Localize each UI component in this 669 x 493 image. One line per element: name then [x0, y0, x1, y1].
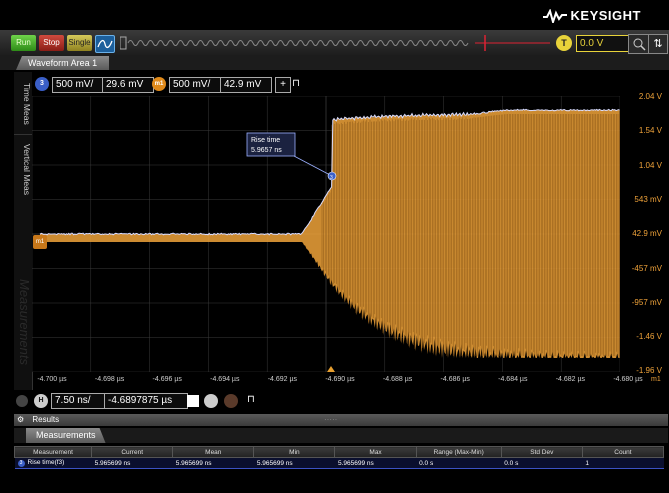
annotation-value: 5.9657 ns	[251, 147, 282, 154]
channel-badge[interactable]: 3	[35, 77, 49, 91]
marker-badge: 3	[330, 175, 333, 181]
column-header[interactable]: Current	[92, 447, 173, 458]
results-tab-row	[14, 428, 668, 443]
time-tick-label: -4.690 µs	[325, 376, 354, 383]
results-label: Results	[32, 415, 59, 424]
brand-logo: KEYSIGHT	[543, 8, 641, 23]
channel-offset-field[interactable]: 29.6 mV	[102, 77, 154, 93]
math-badge[interactable]: m1	[152, 77, 166, 91]
table-cell: 5.965699 ns	[92, 458, 173, 469]
plus-icon: +	[280, 79, 286, 90]
autoscale-button[interactable]	[95, 35, 115, 53]
tab-time-meas[interactable]: Time Meas	[14, 76, 32, 132]
tab-waveform-area-1[interactable]: Waveform Area 1	[16, 56, 109, 70]
waveform-plot[interactable]: Rise time 5.9657 ns 3	[32, 96, 620, 372]
timebase-scale-field[interactable]: 7.50 ns/	[51, 393, 105, 409]
pin-button[interactable]: ⊓	[289, 77, 303, 91]
zoom-button[interactable]	[628, 34, 650, 54]
time-tick-label: -4.696 µs	[153, 376, 182, 383]
tab-measurements[interactable]: Measurements	[26, 428, 106, 443]
splitter-grip[interactable]: ·····	[324, 414, 337, 426]
control-bar: Run Stop Single T 0.0 V ⇅	[0, 30, 669, 57]
scale-label: 42.9 mV	[632, 229, 662, 238]
autoscale-wave-icon	[96, 36, 114, 52]
time-tick-label: -4.694 µs	[210, 376, 239, 383]
row-badge: 3	[18, 460, 25, 467]
scale-label: -457 mV	[632, 264, 662, 273]
scale-label: 1.04 V	[639, 161, 662, 170]
single-button[interactable]: Single	[67, 35, 92, 51]
table-cell: 5.965699 ns	[254, 458, 335, 469]
side-panel: Time Meas Vertical Meas Measurements	[14, 72, 33, 390]
tab-vertical-meas[interactable]: Vertical Meas	[14, 134, 32, 205]
pin-icon[interactable]: ⊓	[247, 394, 255, 405]
math-offset-field[interactable]: 42.9 mV	[220, 77, 272, 93]
measurement-name: Rise time(f3)	[28, 459, 65, 466]
magnifier-icon	[629, 35, 649, 53]
stop-button[interactable]: Stop	[39, 35, 64, 51]
timebase-row: H 7.50 ns/ -4.6897875 µs ⊓	[14, 390, 668, 412]
scale-label: -957 mV	[632, 298, 662, 307]
table-cell: 0.0 s	[416, 458, 501, 469]
results-bar[interactable]: ⚙ Results ·····	[14, 414, 668, 426]
pin-icon: ⊓	[292, 78, 300, 89]
time-tick-label: -4.698 µs	[95, 376, 124, 383]
column-header[interactable]: Max	[335, 447, 416, 458]
scale-label: -1.46 V	[636, 332, 662, 341]
vertical-scale: 2.04 V 1.54 V 1.04 V 543 mV 42.9 mV -457 mV -9…	[621, 96, 668, 372]
scale-label: 1.54 V	[639, 126, 662, 135]
column-header[interactable]: Measurement	[15, 447, 92, 458]
run-button[interactable]: Run	[11, 35, 36, 51]
fit-button[interactable]: ⇅	[648, 34, 668, 54]
channel-scale-row: 3 500 mV/ 29.6 mV m1 500 mV/ 42.9 mV + ⊓	[32, 72, 668, 96]
stop-square-button[interactable]	[187, 395, 199, 407]
nav-left-button[interactable]	[16, 395, 28, 407]
measurements-table: Measurement Current Mean Min Max Range (Max-M…	[14, 446, 664, 469]
timebase-position-field[interactable]: -4.6897875 µs	[104, 393, 188, 409]
table-cell: 5.965699 ns	[335, 458, 416, 469]
keysight-wave-icon	[543, 9, 567, 23]
math-ground-marker[interactable]: m1	[33, 235, 47, 249]
time-tick-label: -4.686 µs	[441, 376, 470, 383]
column-header[interactable]: Count	[582, 447, 663, 458]
table-cell: 5.965699 ns	[173, 458, 254, 469]
time-axis: -4.700 µs -4.698 µs -4.696 µs -4.694 µs -4.6…	[32, 374, 668, 388]
trigger-badge: T	[556, 35, 572, 51]
time-tick-label: -4.682 µs	[556, 376, 585, 383]
time-tick-label: -4.684 µs	[498, 376, 527, 383]
time-tick-label: -4.688 µs	[383, 376, 412, 383]
math-scale-field[interactable]: 500 mV/	[169, 77, 221, 93]
time-tick-label: -4.700 µs	[37, 376, 66, 383]
column-header[interactable]: Std Dev	[501, 447, 582, 458]
column-header[interactable]: Range (Max-Min)	[416, 447, 501, 458]
time-tick-label: -4.680 µs	[613, 376, 642, 383]
scale-label: 543 mV	[634, 195, 662, 204]
column-header[interactable]: Min	[254, 447, 335, 458]
fit-icon: ⇅	[653, 38, 662, 50]
channel-scale-field[interactable]: 500 mV/	[52, 77, 104, 93]
table-row[interactable]: 3 Rise time(f3) 5.965699 ns 5.965699 ns 5.96…	[15, 458, 664, 469]
gear-icon: ⚙	[17, 415, 24, 424]
table-cell: 1	[582, 458, 663, 469]
annotation-title: Rise time	[251, 137, 280, 144]
zoom-circle-button[interactable]	[204, 394, 218, 408]
time-tick-label: -4.692 µs	[268, 376, 297, 383]
clock-button[interactable]	[224, 394, 238, 408]
scale-label: 2.04 V	[639, 92, 662, 101]
horizontal-badge[interactable]: H	[34, 394, 48, 408]
column-header[interactable]: Mean	[173, 447, 254, 458]
acquisition-timeline[interactable]	[120, 34, 550, 52]
table-cell: 0.0 s	[501, 458, 582, 469]
trigger-level-field[interactable]: 0.0 V	[576, 35, 629, 52]
left-strip	[0, 56, 14, 493]
brand-name: KEYSIGHT	[571, 8, 641, 23]
measurements-watermark: Measurements	[14, 257, 32, 387]
axis-unit: m1	[651, 376, 661, 383]
table-cell: 3 Rise time(f3)	[15, 458, 92, 469]
